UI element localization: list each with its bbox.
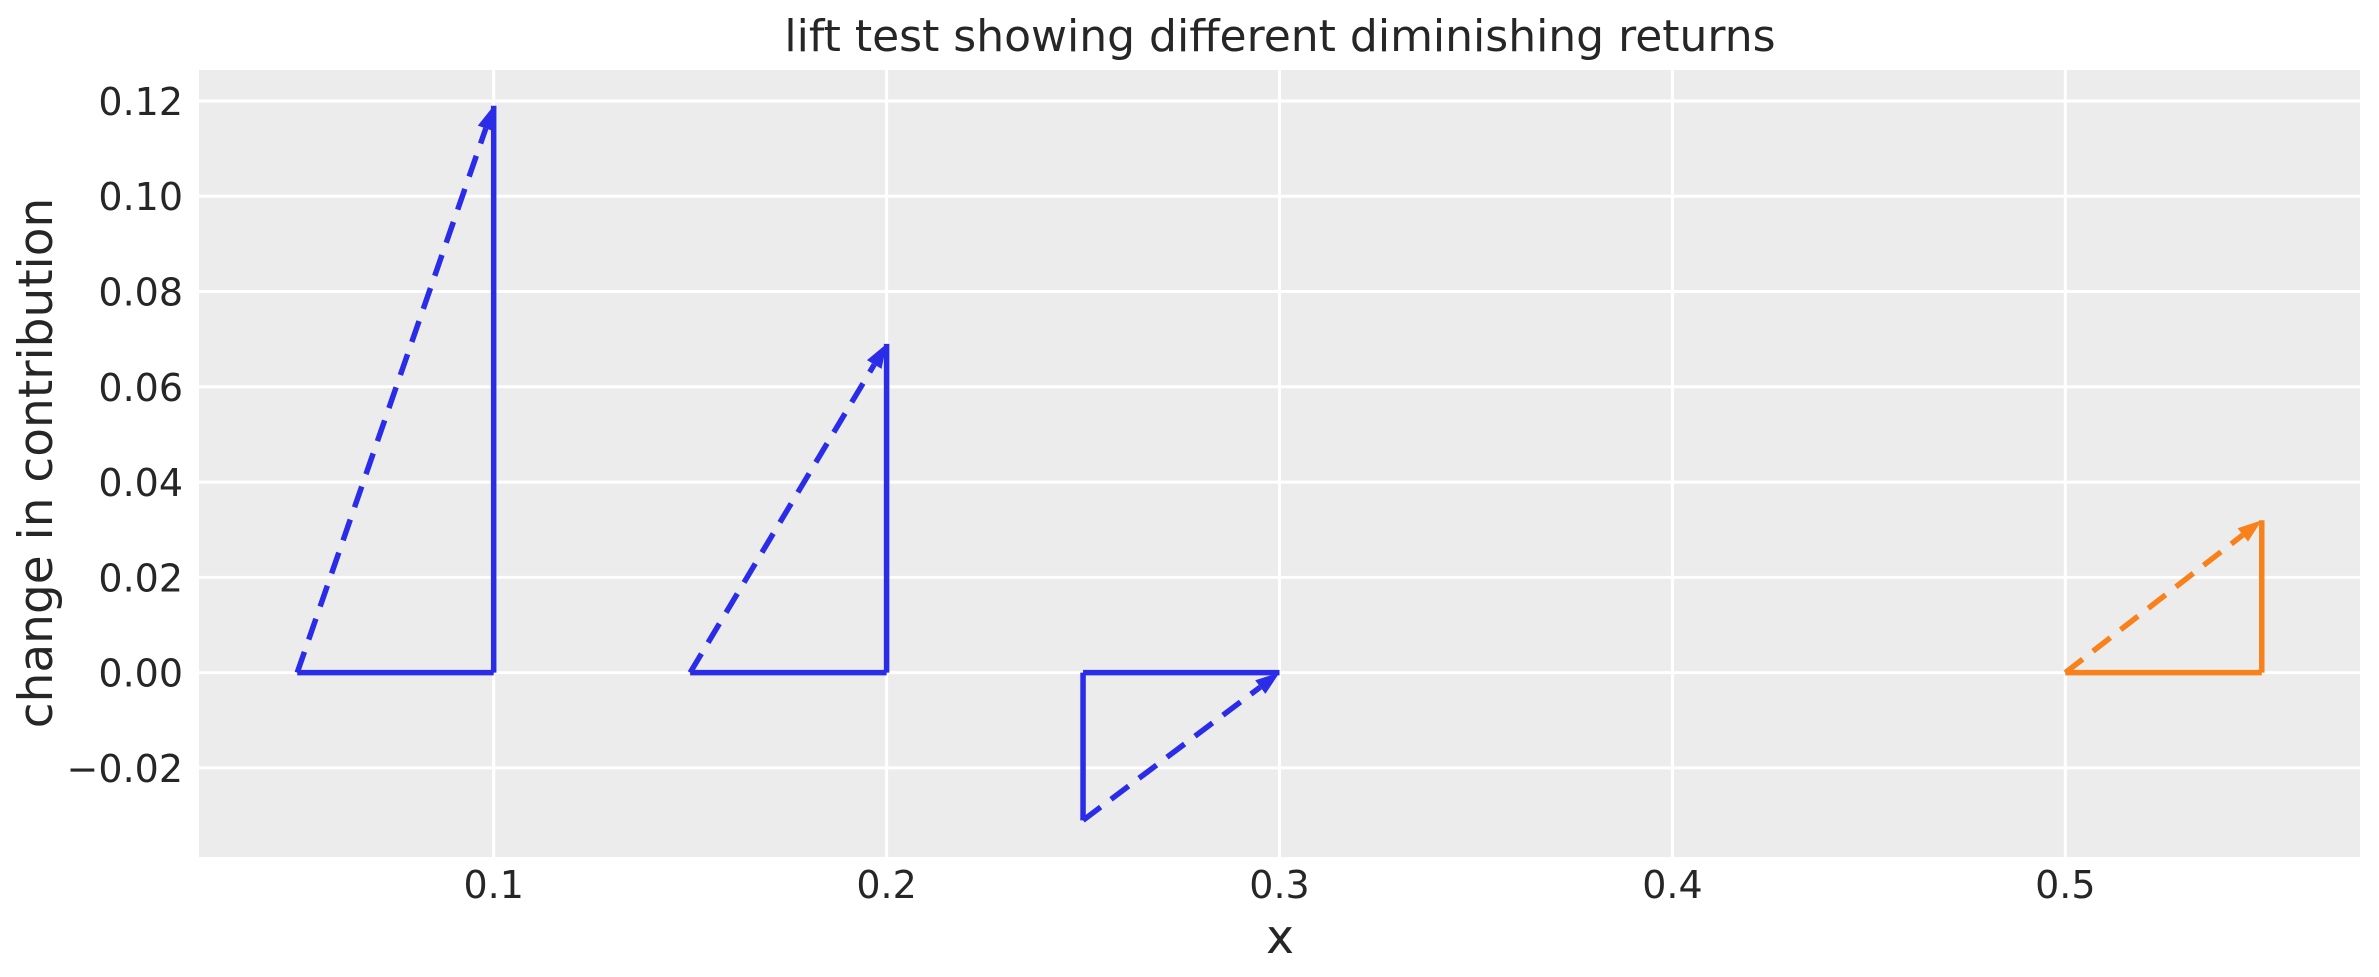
triangle-hypotenuse-dashed (1081, 684, 1262, 823)
y-tick-label: 0.06 (98, 366, 183, 410)
x-tick-label: 0.3 (1249, 863, 1309, 907)
y-tick-label: 0.02 (98, 556, 183, 600)
x-axis-label: x (1266, 910, 1294, 965)
lift-triangle-1 (294, 105, 497, 676)
x-tick-label: 0.5 (2035, 863, 2095, 907)
lift-triangle-3 (1080, 669, 1280, 823)
y-tick-label: 0.12 (98, 80, 183, 124)
triangle-hypotenuse-dashed (294, 127, 489, 674)
triangle-hypotenuse-dashed (687, 363, 877, 675)
lift-triangle-2 (687, 343, 890, 676)
arrowhead (477, 105, 494, 132)
chart-title: lift test showing different diminishing … (784, 11, 1775, 62)
y-tick-label: 0.00 (98, 652, 183, 696)
arrowhead (1255, 672, 1280, 694)
triangle-hypotenuse-dashed (2063, 532, 2245, 675)
x-tick-label: 0.2 (856, 863, 916, 907)
gridline-layer (199, 70, 2360, 857)
y-tick-label: 0.08 (98, 271, 183, 315)
y-tick-label: −0.02 (67, 747, 183, 791)
y-tick-label: 0.10 (98, 175, 183, 219)
y-axis-label: change in contribution (9, 198, 64, 729)
x-tick-label: 0.1 (463, 863, 523, 907)
x-tick-label: 0.4 (1642, 863, 1702, 907)
y-tick-label: 0.04 (98, 461, 183, 505)
arrowhead (866, 343, 887, 369)
series-layer (294, 105, 2265, 823)
arrowhead (2237, 520, 2262, 542)
tick-label-layer: 0.1 0.2 0.3 0.4 0.5 −0.02 0.00 0.02 0.04 0.06 0.08… (67, 80, 2096, 907)
lift-triangle-4 (2063, 520, 2265, 676)
